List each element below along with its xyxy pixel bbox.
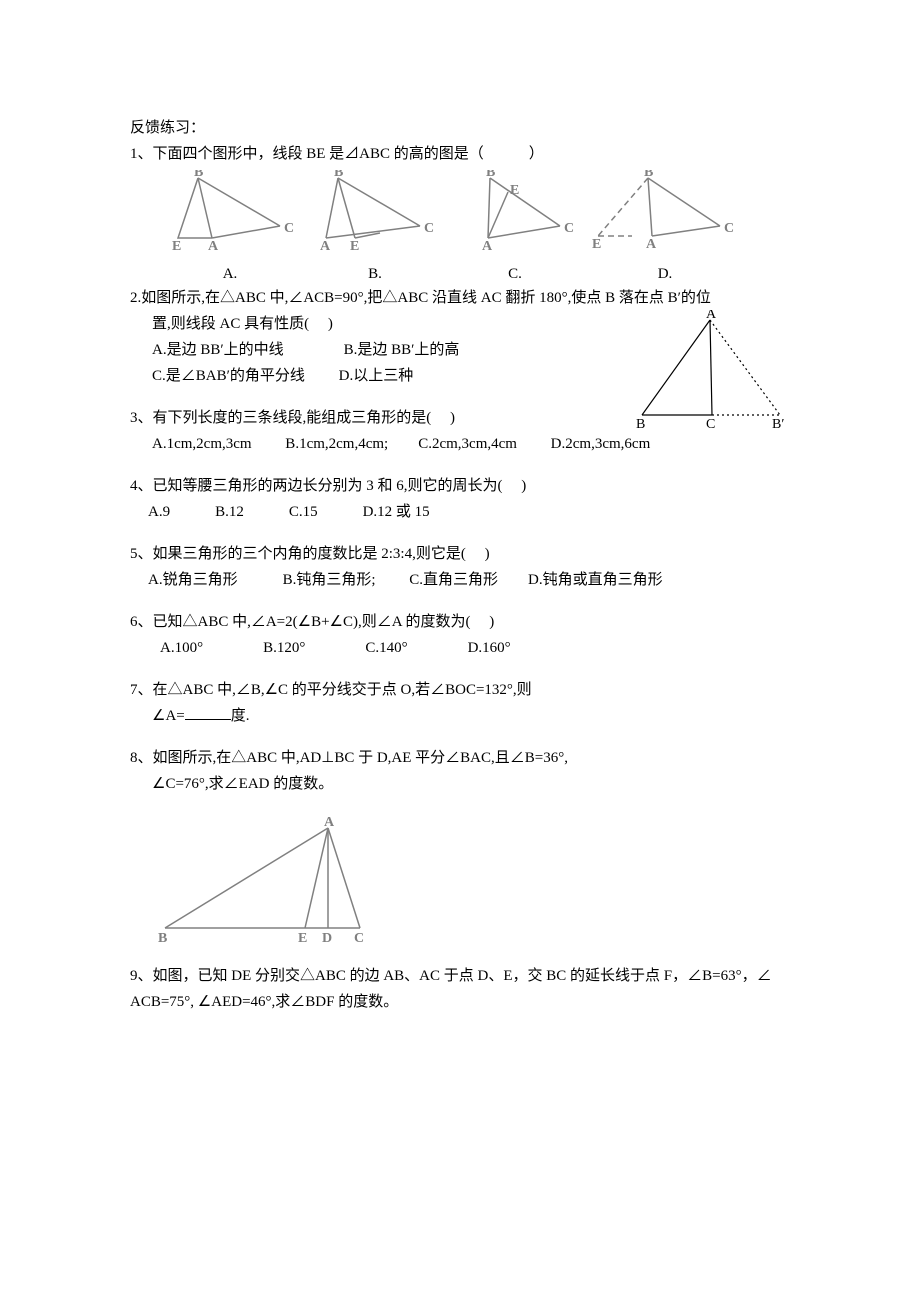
q7-blank[interactable]: [185, 719, 231, 720]
q2-diagram: A B C B′: [632, 310, 792, 438]
svg-text:A: A: [324, 816, 335, 830]
svg-text:C: C: [564, 221, 574, 236]
q6-stem: 6、已知△ABC 中,∠A=2(∠B+∠C),则∠A 的度数为( ): [130, 610, 792, 634]
svg-text:C: C: [354, 931, 364, 946]
q1-label-b: B.: [310, 262, 440, 286]
header: 反馈练习：: [130, 116, 792, 140]
q1-fig-d: B E A C: [590, 170, 740, 258]
svg-text:B: B: [644, 170, 653, 180]
q1-labels-row: A. B. C. D.: [160, 262, 792, 286]
q2-stem-line1: 2.如图所示,在△ABC 中,∠ACB=90°,把△ABC 沿直线 AC 翻折 …: [130, 286, 792, 310]
q1-fig-b: B A E C: [310, 170, 440, 258]
q1-label-c: C.: [450, 262, 580, 286]
q1-fig-a: B E A C: [160, 170, 300, 258]
q6-opts: A.100° B.120° C.140° D.160°: [130, 636, 792, 660]
q5-stem: 5、如果三角形的三个内角的度数比是 2:3:4,则它是( ): [130, 542, 792, 566]
svg-text:E: E: [350, 239, 359, 250]
svg-text:A: A: [320, 239, 331, 250]
q9-line1: 9、如图，已知 DE 分别交△ABC 的边 AB、AC 于点 D、E，交 BC …: [130, 964, 792, 988]
q1-stem: 1、下面四个图形中，线段 BE 是⊿ABC 的高的图是（ ）: [130, 142, 792, 166]
q9-line2: ACB=75°, ∠AED=46°,求∠BDF 的度数。: [130, 990, 792, 1014]
q4-opts: A.9 B.12 C.15 D.12 或 15: [130, 500, 792, 524]
q7-suffix: 度.: [231, 708, 250, 724]
q1-fig-c: B E A C: [450, 170, 580, 258]
svg-text:D: D: [322, 931, 332, 946]
svg-text:A: A: [646, 237, 657, 250]
q1-label-a: A.: [160, 262, 300, 286]
q4-stem: 4、已知等腰三角形的两边长分别为 3 和 6,则它的周长为( ): [130, 474, 792, 498]
svg-text:C: C: [424, 221, 434, 236]
svg-text:B: B: [158, 931, 167, 946]
q1-label-d: D.: [590, 262, 740, 286]
svg-text:A: A: [482, 239, 493, 250]
svg-text:E: E: [510, 183, 519, 198]
svg-text:C: C: [284, 221, 294, 236]
q2-label-C: C: [706, 417, 715, 430]
svg-text:E: E: [592, 237, 601, 250]
svg-text:B: B: [486, 170, 495, 180]
q2-label-A: A: [706, 310, 717, 322]
svg-text:A: A: [208, 239, 219, 250]
svg-text:B: B: [334, 170, 343, 180]
q2-label-Bp: B′: [772, 417, 784, 430]
q7-line2: ∠A= 度.: [130, 704, 792, 728]
svg-text:E: E: [298, 931, 307, 946]
q2-label-B: B: [636, 417, 645, 430]
svg-text:B: B: [194, 170, 203, 180]
q7-prefix: ∠A=: [152, 708, 185, 724]
q8-line2: ∠C=76°,求∠EAD 的度数。: [130, 772, 792, 796]
q7-line1: 7、在△ABC 中,∠B,∠C 的平分线交于点 O,若∠BOC=132°,则: [130, 678, 792, 702]
q1-figures: B E A C B A E C: [160, 170, 792, 258]
svg-text:E: E: [172, 239, 181, 250]
q8-diagram: A B E D C: [150, 816, 792, 954]
svg-text:C: C: [724, 221, 734, 236]
q5-opts: A.锐角三角形 B.钝角三角形; C.直角三角形 D.钝角或直角三角形: [130, 568, 792, 592]
q8-line1: 8、如图所示,在△ABC 中,AD⊥BC 于 D,AE 平分∠BAC,且∠B=3…: [130, 746, 792, 770]
